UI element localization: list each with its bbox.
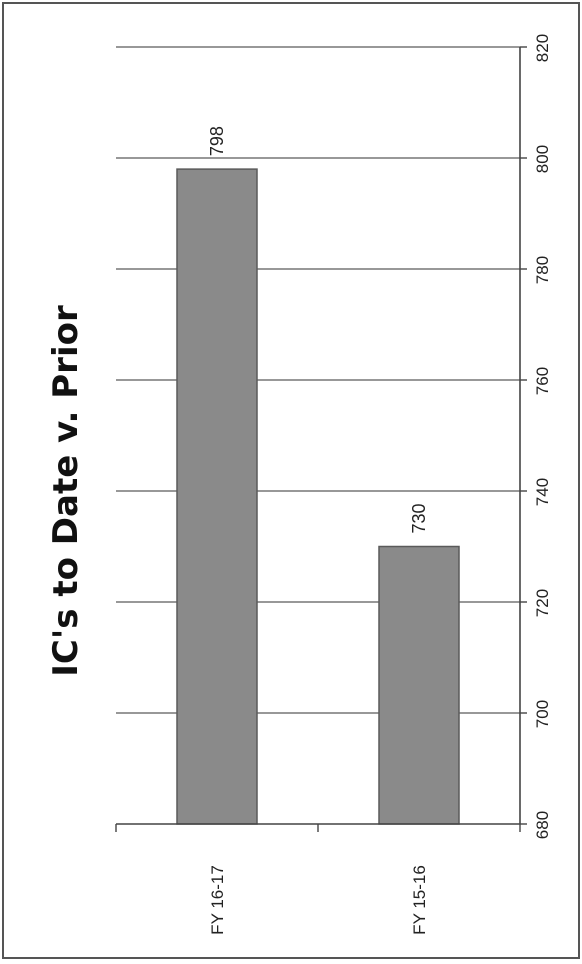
- value-tick-label: 720: [533, 589, 552, 617]
- bar: [378, 545, 460, 825]
- value-tick-label: 780: [533, 256, 552, 284]
- labels: 680 700 720 740 760 780 800 820 798 FY 16-17 730 FY…: [207, 34, 552, 935]
- value-tick-label: 680: [533, 811, 552, 839]
- bars: [176, 168, 460, 825]
- value-tick-label: 820: [533, 34, 552, 62]
- value-tick-label: 760: [533, 367, 552, 395]
- bar: [176, 168, 258, 825]
- data-label: 798: [207, 126, 227, 156]
- data-label: 730: [409, 503, 429, 533]
- axes: [115, 46, 527, 832]
- category-label: FY 16-17: [208, 865, 227, 935]
- chart-title: IC's to Date v. Prior: [46, 305, 86, 677]
- value-tick-label: 740: [533, 478, 552, 506]
- value-tick-label: 800: [533, 145, 552, 173]
- value-tick-label: 700: [533, 700, 552, 728]
- category-label: FY 15-16: [410, 865, 429, 935]
